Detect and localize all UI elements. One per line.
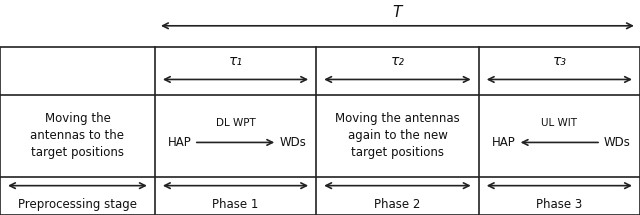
Text: Preprocessing stage: Preprocessing stage — [18, 198, 137, 211]
Text: Phase 2: Phase 2 — [374, 198, 420, 211]
Text: T: T — [393, 5, 402, 20]
Text: Moving the
antennas to the
target positions: Moving the antennas to the target positi… — [31, 112, 124, 160]
Text: τ₂: τ₂ — [390, 54, 404, 68]
Text: HAP: HAP — [492, 136, 515, 149]
Text: τ₃: τ₃ — [552, 54, 566, 68]
Text: DL WPT: DL WPT — [216, 118, 255, 128]
Bar — [0, 47, 640, 215]
Text: Moving the antennas
again to the new
target positions: Moving the antennas again to the new tar… — [335, 112, 460, 160]
Text: Phase 3: Phase 3 — [536, 198, 582, 211]
Text: τ₁: τ₁ — [228, 54, 243, 68]
Text: Phase 1: Phase 1 — [212, 198, 259, 211]
Text: HAP: HAP — [168, 136, 191, 149]
Text: WDs: WDs — [280, 136, 307, 149]
Text: UL WIT: UL WIT — [541, 118, 577, 128]
Text: WDs: WDs — [604, 136, 630, 149]
